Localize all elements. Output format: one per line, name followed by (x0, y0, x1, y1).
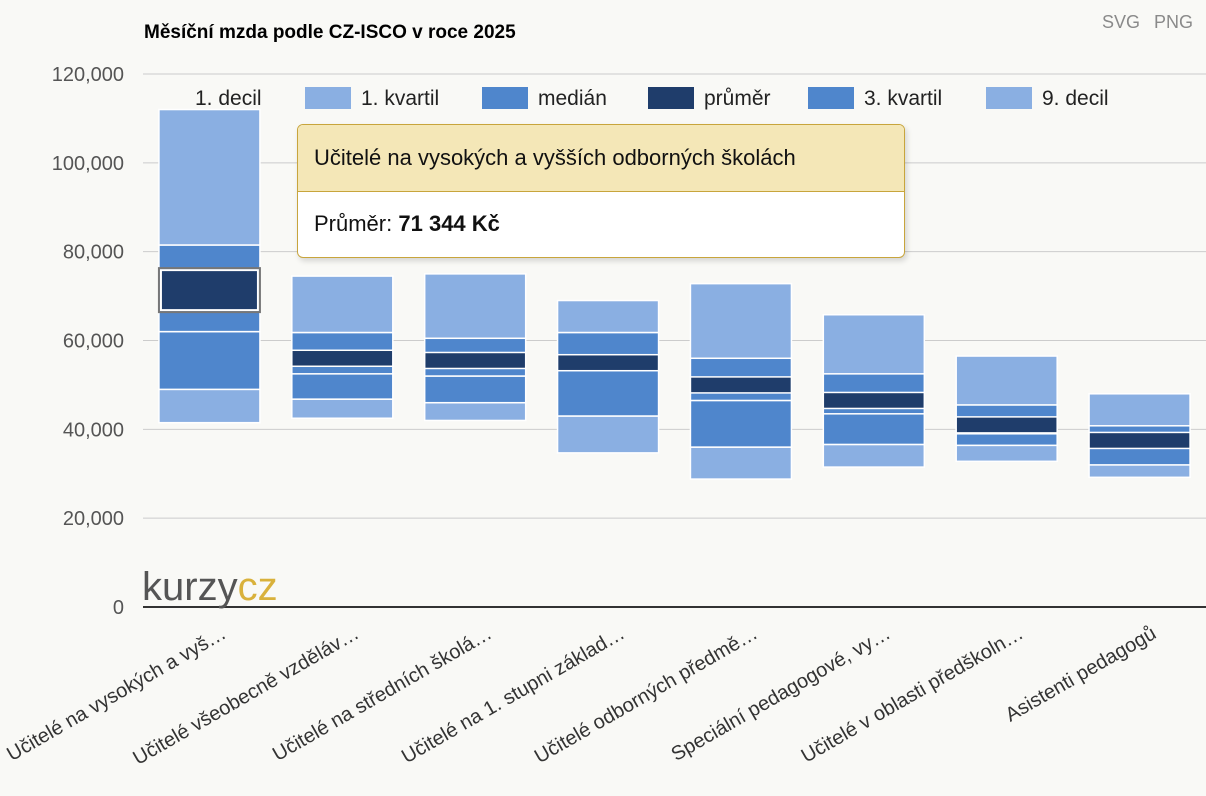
bar-segment-quartile-low[interactable] (556, 361, 660, 417)
legend-item[interactable]: průměr (648, 87, 771, 110)
kurzy-logo: kurzycz (142, 565, 278, 609)
bar-average-highlight-frame (157, 267, 261, 314)
export-svg-button[interactable]: SVG (1102, 12, 1141, 32)
legend-item[interactable]: 1. decil (195, 87, 262, 110)
tooltip-body: Průměr: 71 344 Kč (298, 192, 904, 256)
bar-segment-decile-high[interactable] (423, 273, 527, 340)
legend-item[interactable]: 1. kvartil (305, 87, 439, 110)
tooltip-label: Průměr: (314, 211, 393, 236)
bar-segment-decile-high[interactable] (689, 282, 793, 360)
x-category-label: Učitelé v oblasti předškoln… (798, 622, 1028, 767)
logo-text-cz: cz (238, 565, 278, 609)
bar-average-marker[interactable] (423, 351, 527, 370)
bar-group[interactable] (1088, 393, 1191, 479)
legend-item[interactable]: 9. decil (986, 87, 1109, 110)
legend-label: 1. decil (195, 87, 262, 110)
bar-segment-decile-low[interactable] (955, 444, 1058, 463)
bar-segment-decile-low[interactable] (158, 388, 261, 424)
x-category-label: Speciální pedagogové, vy… (668, 622, 895, 766)
y-tick-label: 60,000 (63, 331, 124, 353)
legend-swatch (808, 87, 854, 109)
bar-average-marker[interactable] (822, 391, 926, 410)
bar-group[interactable] (689, 282, 793, 480)
bar-segment-quartile-low[interactable] (158, 330, 261, 391)
bar-segment-decile-low[interactable] (822, 443, 926, 468)
bar-average-marker[interactable] (556, 353, 660, 372)
bar-segment-decile-low[interactable] (689, 446, 793, 480)
legend-swatch (986, 87, 1032, 109)
bar-segment-decile-low[interactable] (291, 398, 394, 419)
export-png-button[interactable]: PNG (1154, 12, 1194, 32)
legend-item[interactable]: medián (482, 87, 607, 110)
legend-swatch (482, 87, 528, 109)
y-tick-label: 120,000 (52, 64, 124, 86)
bar-segment-decile-high[interactable] (556, 299, 660, 334)
bar-group[interactable] (822, 313, 926, 468)
tooltip: Učitelé na vysokých a vyšších odborných … (297, 124, 905, 258)
legend-label: průměr (704, 87, 771, 110)
y-tick-label: 40,000 (63, 419, 124, 441)
legend-label: 9. decil (1042, 87, 1109, 110)
legend-swatch (305, 87, 351, 109)
x-category-label: Učitelé na 1. stupni základ… (398, 622, 629, 768)
bar-average-marker[interactable] (291, 349, 394, 368)
x-category-label: Asistenti pedagogů (1002, 622, 1160, 726)
bar-segment-decile-high[interactable] (822, 313, 926, 375)
legend-item[interactable]: 3. kvartil (808, 87, 942, 110)
bar-segment-decile-low[interactable] (556, 415, 660, 454)
x-category-label: Učitelé na středních školá… (269, 622, 496, 766)
bar-average-marker[interactable] (689, 376, 793, 394)
tooltip-value: 71 344 Kč (398, 211, 500, 236)
bar-segment-decile-high[interactable] (1088, 393, 1191, 427)
bar-group[interactable] (423, 273, 527, 422)
y-tick-label: 100,000 (52, 153, 124, 175)
y-tick-label: 20,000 (63, 508, 124, 530)
x-category-label: Učitelé všeobecně vzděláv… (129, 622, 362, 769)
bar-average-marker[interactable] (1088, 431, 1191, 450)
tooltip-title: Učitelé na vysokých a vyšších odborných … (298, 125, 904, 192)
y-tick-label: 80,000 (63, 242, 124, 264)
bar-group[interactable] (955, 355, 1058, 463)
bar-segment-quartile-low[interactable] (689, 399, 793, 448)
bar-segment-decile-high[interactable] (158, 108, 261, 246)
bar-segment-quartile-low[interactable] (955, 433, 1058, 447)
legend-label: medián (538, 87, 607, 110)
logo-text-kurzy: kurzy (142, 565, 238, 609)
bar-group[interactable] (157, 108, 261, 424)
bar-segment-quartile-low[interactable] (423, 375, 527, 404)
bar-segment-quartile-low[interactable] (822, 413, 926, 446)
bar-group[interactable] (291, 275, 394, 419)
svg-text:kurzycz: kurzycz (142, 565, 278, 609)
bar-segment-decile-high[interactable] (291, 275, 394, 334)
legend-label: 3. kvartil (864, 87, 942, 110)
bar-segment-decile-low[interactable] (1088, 464, 1191, 479)
chart-title: Měsíční mzda podle CZ-ISCO v roce 2025 (144, 22, 516, 43)
bar-segment-quartile-low[interactable] (291, 373, 394, 400)
bar-group[interactable] (556, 299, 660, 454)
bar-average-marker[interactable] (955, 416, 1058, 434)
bar-segment-decile-low[interactable] (423, 401, 527, 422)
bar-average-marker-highlighted[interactable] (159, 269, 259, 312)
legend-label: 1. kvartil (361, 87, 439, 110)
x-category-label: Učitelé na vysokých a vyš… (3, 622, 230, 766)
y-tick-label: 0 (113, 597, 124, 619)
bar-segment-decile-high[interactable] (955, 355, 1058, 406)
legend-swatch (648, 87, 694, 109)
x-category-label: Učitelé odborných předmě… (531, 622, 762, 768)
